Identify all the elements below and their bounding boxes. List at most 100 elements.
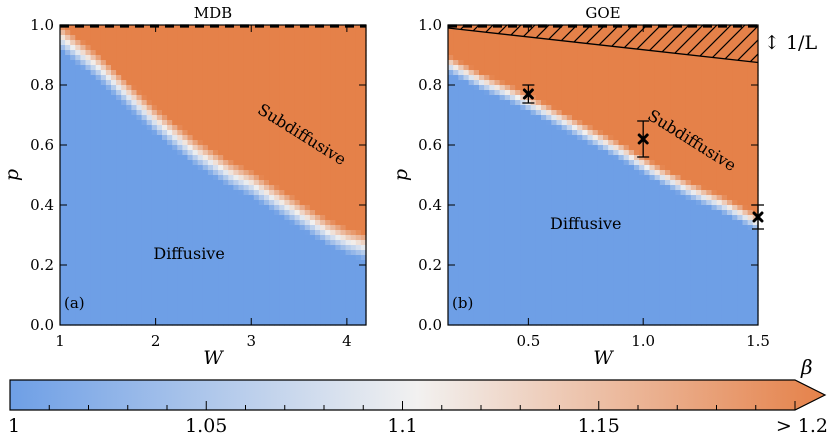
heatmap-cell [167,265,173,271]
heatmap-cell [494,95,501,101]
heatmap-cell [279,210,285,216]
heatmap-cell [218,130,224,136]
heatmap-cell [192,65,199,71]
heatmap-cell [60,215,66,221]
heatmap-cell [223,30,229,36]
heatmap-cell [70,100,76,106]
heatmap-cell [515,270,521,276]
heatmap-cell [335,30,342,36]
heatmap-cell [448,50,454,56]
heatmap-cell [218,115,224,121]
heatmap-cell [315,180,321,186]
heatmap-cell [207,240,214,246]
heatmap-cell [151,30,158,36]
heatmap-cell [243,275,250,281]
heatmap-cell [330,240,336,246]
heatmap-cell [253,120,260,126]
heatmap-cell [111,155,117,161]
heatmap-cell [253,220,260,226]
heatmap-cell [70,315,76,321]
heatmap-cell [269,230,275,236]
heatmap-cell [182,205,189,211]
heatmap-cell [207,310,214,316]
heatmap-cell [299,300,306,306]
heatmap-cell [85,300,92,306]
heatmap-cell [340,170,347,176]
heatmap-cell [294,310,301,316]
heatmap-cell [136,205,143,211]
heatmap-cell [233,200,240,206]
heatmap-cell [243,195,250,201]
heatmap-cell [510,195,516,201]
heatmap-cell [546,145,552,151]
heatmap-cell [315,265,321,271]
heatmap-cell [279,75,285,81]
heatmap-cell [95,50,102,56]
heatmap-cell [136,255,143,261]
heatmap-cell [65,55,71,61]
heatmap-cell [85,280,92,286]
heatmap-cell [207,40,214,46]
heatmap-cell [253,55,260,61]
heatmap-cell [177,170,183,176]
heatmap-cell [535,70,542,76]
heatmap-cell [111,120,117,126]
heatmap-cell [218,40,224,46]
heatmap-cell [105,145,112,151]
heatmap-cell [525,285,532,291]
heatmap-cell [541,300,547,306]
heatmap-cell [131,25,138,31]
heatmap-cell [151,75,158,81]
heatmap-cell [85,100,92,106]
heatmap-cell [85,165,92,171]
heatmap-cell [479,235,485,241]
heatmap-cell [463,180,470,186]
heatmap-cell [315,295,321,301]
heatmap-cell [350,65,357,71]
heatmap-cell [320,195,326,201]
heatmap-cell [253,195,260,201]
heatmap-cell [279,315,285,321]
heatmap-cell [269,130,275,136]
heatmap-cell [177,215,183,221]
heatmap-cell [192,295,199,301]
heatmap-cell [162,210,168,216]
heatmap-cell [141,140,148,146]
heatmap-cell [202,230,209,236]
heatmap-cell [458,105,465,111]
heatmap-cell [345,225,352,231]
heatmap-cell [264,50,270,56]
heatmap-cell [248,100,255,106]
heatmap-cell [213,245,219,251]
heatmap-cell [463,290,470,296]
heatmap-cell [340,265,347,271]
heatmap-cell [320,105,326,111]
heatmap-cell [136,145,143,151]
heatmap-cell [504,245,511,251]
heatmap-cell [284,135,291,141]
heatmap-cell [315,190,321,196]
heatmap-cell [116,105,122,111]
heatmap-cell [499,100,506,106]
heatmap-cell [473,220,480,226]
heatmap-cell [136,265,143,271]
heatmap-cell [355,290,362,296]
heatmap-cell [284,105,291,111]
heatmap-cell [248,290,255,296]
heatmap-cell [141,135,148,141]
heatmap-cell [172,50,178,56]
heatmap-cell [355,205,362,211]
heatmap-cell [202,225,209,231]
heatmap-cell [294,160,301,166]
heatmap-cell [192,250,199,256]
heatmap-cell [284,260,291,266]
heatmap-cell [463,275,470,281]
heatmap-cell [541,250,547,256]
heatmap-cell [136,280,143,286]
heatmap-cell [355,145,362,151]
heatmap-cell [228,170,234,176]
heatmap-cell [484,140,490,146]
heatmap-cell [294,85,301,91]
heatmap-cell [85,205,92,211]
heatmap-cell [309,250,316,256]
